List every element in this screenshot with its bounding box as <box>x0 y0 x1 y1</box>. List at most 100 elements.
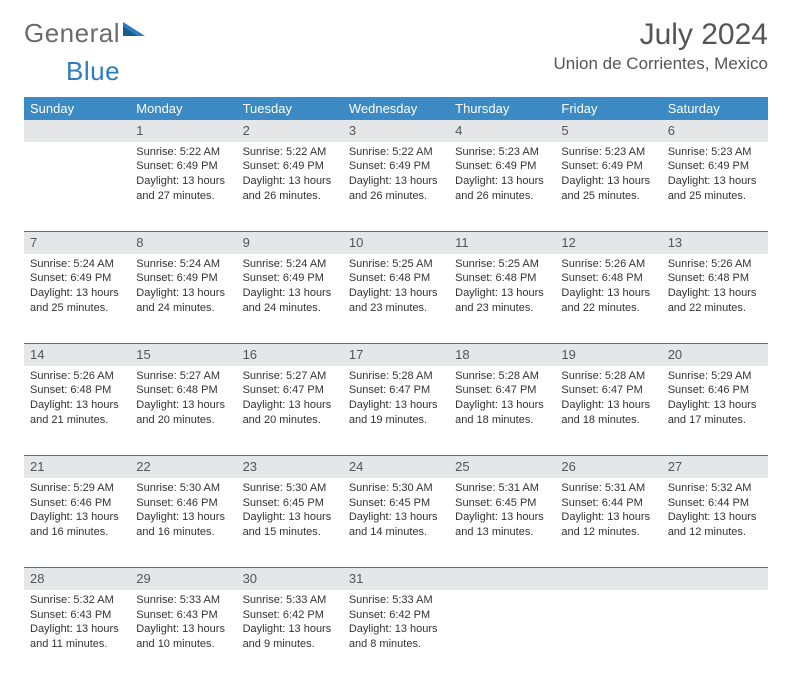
sunrise-text: Sunrise: 5:23 AM <box>561 145 655 160</box>
sunrise-text: Sunrise: 5:27 AM <box>136 369 230 384</box>
weekday-header: Friday <box>555 97 661 120</box>
day-number-cell: 4 <box>449 120 555 142</box>
sunrise-text: Sunrise: 5:28 AM <box>455 369 549 384</box>
sunset-text: Sunset: 6:46 PM <box>668 383 762 398</box>
sunrise-text: Sunrise: 5:25 AM <box>455 257 549 272</box>
weekday-header: Monday <box>130 97 236 120</box>
day-cell: Sunrise: 5:31 AMSunset: 6:44 PMDaylight:… <box>555 478 661 568</box>
day-number-cell: 17 <box>343 344 449 366</box>
daylight-text: Daylight: 13 hours and 9 minutes. <box>243 622 337 652</box>
day-cell: Sunrise: 5:22 AMSunset: 6:49 PMDaylight:… <box>343 142 449 232</box>
day-content-row: Sunrise: 5:32 AMSunset: 6:43 PMDaylight:… <box>24 590 768 680</box>
sunrise-text: Sunrise: 5:23 AM <box>668 145 762 160</box>
daylight-text: Daylight: 13 hours and 25 minutes. <box>30 286 124 316</box>
day-content-row: Sunrise: 5:29 AMSunset: 6:46 PMDaylight:… <box>24 478 768 568</box>
calendar-table: SundayMondayTuesdayWednesdayThursdayFrid… <box>24 97 768 680</box>
day-number-cell: 19 <box>555 344 661 366</box>
sunset-text: Sunset: 6:48 PM <box>455 271 549 286</box>
sunset-text: Sunset: 6:47 PM <box>561 383 655 398</box>
daylight-text: Daylight: 13 hours and 18 minutes. <box>455 398 549 428</box>
day-number-cell: 1 <box>130 120 236 142</box>
day-cell: Sunrise: 5:33 AMSunset: 6:42 PMDaylight:… <box>343 590 449 680</box>
day-cell: Sunrise: 5:30 AMSunset: 6:45 PMDaylight:… <box>343 478 449 568</box>
sunset-text: Sunset: 6:49 PM <box>561 159 655 174</box>
day-cell: Sunrise: 5:28 AMSunset: 6:47 PMDaylight:… <box>449 366 555 456</box>
day-cell: Sunrise: 5:33 AMSunset: 6:43 PMDaylight:… <box>130 590 236 680</box>
day-cell: Sunrise: 5:26 AMSunset: 6:48 PMDaylight:… <box>555 254 661 344</box>
day-cell: Sunrise: 5:30 AMSunset: 6:45 PMDaylight:… <box>237 478 343 568</box>
sunrise-text: Sunrise: 5:33 AM <box>243 593 337 608</box>
day-cell: Sunrise: 5:28 AMSunset: 6:47 PMDaylight:… <box>555 366 661 456</box>
sunrise-text: Sunrise: 5:22 AM <box>136 145 230 160</box>
sunrise-text: Sunrise: 5:22 AM <box>349 145 443 160</box>
day-number-cell <box>662 568 768 590</box>
sunset-text: Sunset: 6:46 PM <box>30 496 124 511</box>
daylight-text: Daylight: 13 hours and 19 minutes. <box>349 398 443 428</box>
day-number-cell: 24 <box>343 456 449 478</box>
sunrise-text: Sunrise: 5:33 AM <box>136 593 230 608</box>
day-number-cell: 21 <box>24 456 130 478</box>
sunset-text: Sunset: 6:48 PM <box>668 271 762 286</box>
sunrise-text: Sunrise: 5:30 AM <box>349 481 443 496</box>
sunrise-text: Sunrise: 5:22 AM <box>243 145 337 160</box>
sunrise-text: Sunrise: 5:26 AM <box>30 369 124 384</box>
day-cell: Sunrise: 5:30 AMSunset: 6:46 PMDaylight:… <box>130 478 236 568</box>
sunrise-text: Sunrise: 5:32 AM <box>30 593 124 608</box>
sunrise-text: Sunrise: 5:26 AM <box>561 257 655 272</box>
sunset-text: Sunset: 6:44 PM <box>668 496 762 511</box>
day-number-cell: 22 <box>130 456 236 478</box>
sunrise-text: Sunrise: 5:24 AM <box>243 257 337 272</box>
day-content-row: Sunrise: 5:22 AM Sunset: 6:49 PM Daylight:… <box>24 142 768 232</box>
day-cell: Sunrise: 5:24 AMSunset: 6:49 PMDaylight:… <box>24 254 130 344</box>
daylight-text: Daylight: 13 hours and 25 minutes. <box>668 174 762 204</box>
day-number-cell: 26 <box>555 456 661 478</box>
sunrise-text: Sunrise: 5:24 AM <box>30 257 124 272</box>
day-number-cell <box>555 568 661 590</box>
sunrise-text: Sunrise: 5:26 AM <box>668 257 762 272</box>
daylight-text: Daylight: 13 hours and 22 minutes. <box>561 286 655 316</box>
day-number-row: 14151617181920 <box>24 344 768 366</box>
sunrise-text: Sunrise: 5:29 AM <box>668 369 762 384</box>
sunset-text: Sunset: 6:42 PM <box>349 608 443 623</box>
day-number-row: 21222324252627 <box>24 456 768 478</box>
daylight-text: Daylight: 13 hours and 20 minutes. <box>243 398 337 428</box>
day-cell: Sunrise: 5:25 AMSunset: 6:48 PMDaylight:… <box>449 254 555 344</box>
header-right: July 2024 Union de Corrientes, Mexico <box>554 18 768 74</box>
daylight-text: Daylight: 13 hours and 21 minutes. <box>30 398 124 428</box>
day-number-cell: 10 <box>343 232 449 254</box>
day-content-row: Sunrise: 5:24 AMSunset: 6:49 PMDaylight:… <box>24 254 768 344</box>
sunset-text: Sunset: 6:46 PM <box>136 496 230 511</box>
day-number-cell: 9 <box>237 232 343 254</box>
sunrise-text: Sunrise: 5:33 AM <box>349 593 443 608</box>
sunset-text: Sunset: 6:45 PM <box>349 496 443 511</box>
day-cell: Sunrise: 5:26 AMSunset: 6:48 PMDaylight:… <box>662 254 768 344</box>
day-number-cell: 6 <box>662 120 768 142</box>
day-number-cell: 27 <box>662 456 768 478</box>
sunset-text: Sunset: 6:45 PM <box>243 496 337 511</box>
day-number-cell: 29 <box>130 568 236 590</box>
daylight-text: Daylight: 13 hours and 12 minutes. <box>668 510 762 540</box>
weekday-header: Thursday <box>449 97 555 120</box>
day-number-cell: 14 <box>24 344 130 366</box>
day-cell: Sunrise: 5:23 AMSunset: 6:49 PMDaylight:… <box>662 142 768 232</box>
daylight-text: Daylight: 13 hours and 24 minutes. <box>136 286 230 316</box>
sunset-text: Sunset: 6:48 PM <box>349 271 443 286</box>
day-cell: Sunrise: 5:32 AMSunset: 6:43 PMDaylight:… <box>24 590 130 680</box>
sunset-text: Sunset: 6:49 PM <box>455 159 549 174</box>
sunrise-text: Sunrise: 5:29 AM <box>30 481 124 496</box>
sunrise-text: Sunrise: 5:30 AM <box>136 481 230 496</box>
logo-word-blue: Blue <box>66 56 120 87</box>
sunrise-text: Sunrise: 5:31 AM <box>455 481 549 496</box>
weekday-header-row: SundayMondayTuesdayWednesdayThursdayFrid… <box>24 97 768 120</box>
sunrise-text: Sunrise: 5:28 AM <box>561 369 655 384</box>
day-number-cell: 13 <box>662 232 768 254</box>
sunset-text: Sunset: 6:49 PM <box>136 271 230 286</box>
daylight-text: Daylight: 13 hours and 22 minutes. <box>668 286 762 316</box>
day-number-row: 123456 <box>24 120 768 142</box>
daylight-text: Daylight: 13 hours and 23 minutes. <box>349 286 443 316</box>
daylight-text: Daylight: 13 hours and 16 minutes. <box>136 510 230 540</box>
day-cell: Sunrise: 5:33 AMSunset: 6:42 PMDaylight:… <box>237 590 343 680</box>
day-cell <box>24 142 130 232</box>
logo: General <box>24 18 149 49</box>
sunrise-text: Sunrise: 5:28 AM <box>349 369 443 384</box>
